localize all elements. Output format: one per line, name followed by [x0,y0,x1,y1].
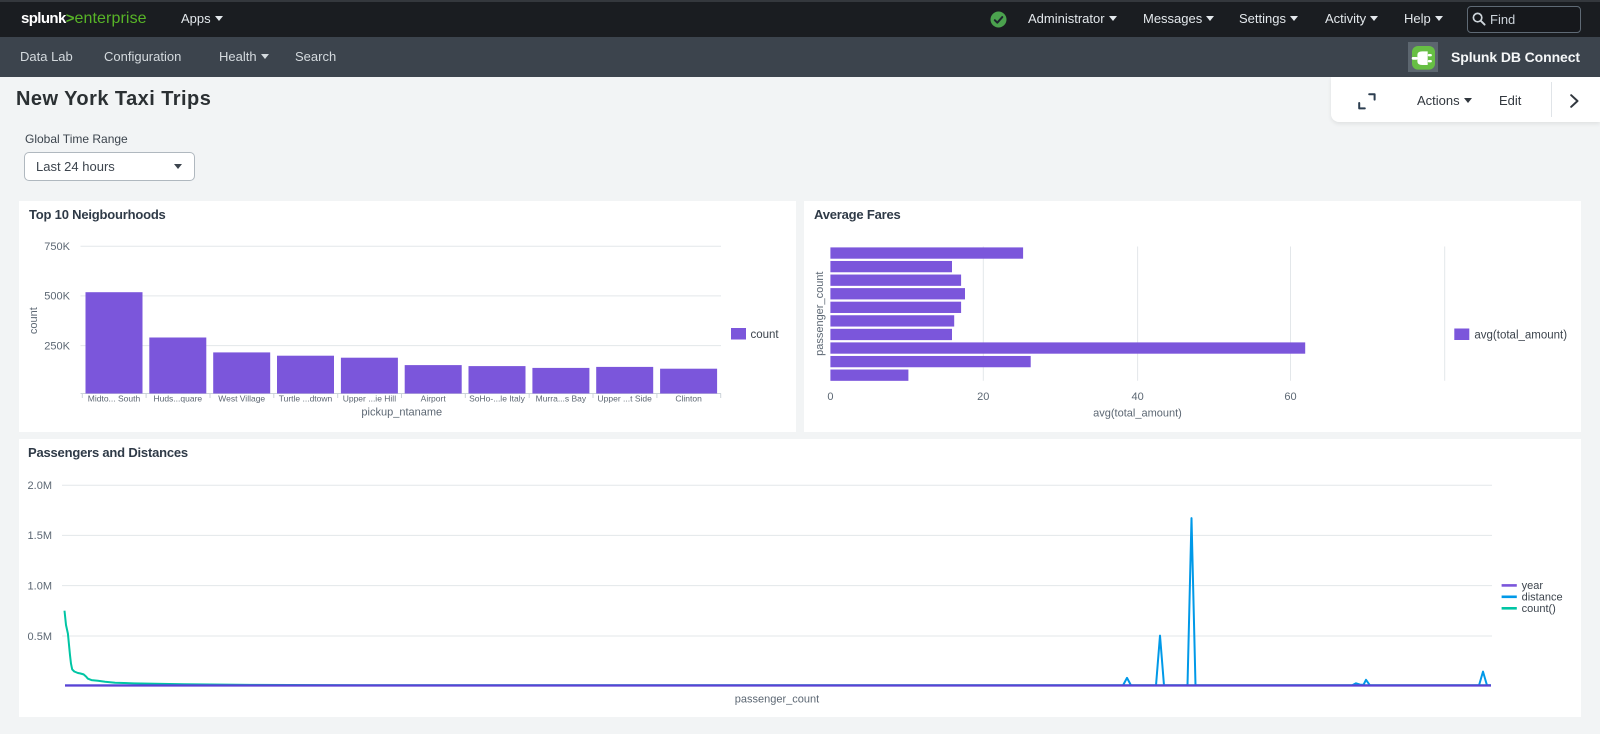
svg-text:60: 60 [1284,391,1296,403]
svg-text:40: 40 [1131,391,1143,403]
svg-text:West Village: West Village [218,394,265,404]
svg-text:Upper ...t Side: Upper ...t Side [598,394,653,404]
svg-text:250K: 250K [44,340,70,352]
svg-text:count(): count() [1522,603,1556,615]
svg-text:avg(total_amount): avg(total_amount) [1093,408,1182,420]
svg-text:passenger_count: passenger_count [735,694,819,706]
svg-text:500K: 500K [44,291,70,303]
svg-text:Murra...s Bay: Murra...s Bay [536,394,587,404]
svg-text:distance: distance [1522,592,1563,604]
svg-text:1.0M: 1.0M [28,580,52,592]
svg-text:count: count [28,307,40,334]
svg-text:count: count [751,329,780,341]
svg-text:0: 0 [827,391,833,403]
svg-text:2.0M: 2.0M [28,480,52,492]
svg-text:year: year [1522,580,1544,592]
svg-text:Turtle ...dtown: Turtle ...dtown [279,394,333,404]
svg-text:pickup_ntaname: pickup_ntaname [361,407,442,419]
svg-text:passenger_count: passenger_count [814,271,826,355]
svg-text:20: 20 [977,391,989,403]
svg-text:750K: 750K [44,241,70,253]
svg-text:Huds...quare: Huds...quare [153,394,202,404]
svg-text:avg(total_amount): avg(total_amount) [1474,329,1567,341]
svg-text:1.5M: 1.5M [28,530,52,542]
svg-text:SoHo-...le Italy: SoHo-...le Italy [469,394,525,404]
svg-text:Clinton: Clinton [675,394,702,404]
svg-text:Airport: Airport [421,394,447,404]
svg-text:0.5M: 0.5M [28,631,52,643]
svg-text:Midto... South: Midto... South [88,394,141,404]
svg-text:Upper ...ie Hill: Upper ...ie Hill [343,394,396,404]
